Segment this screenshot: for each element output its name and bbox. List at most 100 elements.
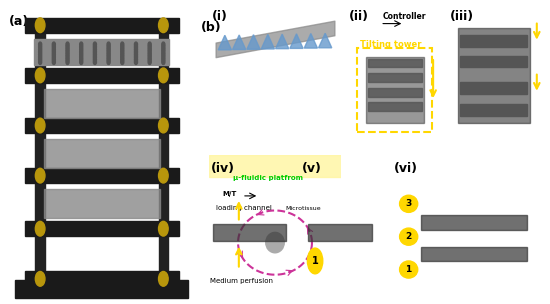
Text: (vi): (vi) xyxy=(393,162,417,175)
Circle shape xyxy=(107,52,110,57)
Polygon shape xyxy=(290,34,303,48)
Circle shape xyxy=(162,45,165,49)
Circle shape xyxy=(158,68,168,83)
Bar xyxy=(44,89,160,118)
Bar xyxy=(421,215,527,230)
Text: 1: 1 xyxy=(405,265,412,274)
Circle shape xyxy=(158,18,168,33)
Polygon shape xyxy=(318,33,332,48)
Text: Controller: Controller xyxy=(383,12,427,21)
Polygon shape xyxy=(218,35,232,50)
Circle shape xyxy=(121,47,124,52)
Bar xyxy=(25,221,179,236)
Bar xyxy=(308,224,372,241)
Circle shape xyxy=(66,60,69,64)
Circle shape xyxy=(39,42,42,47)
Circle shape xyxy=(121,42,124,47)
Bar xyxy=(460,82,527,94)
Circle shape xyxy=(66,50,69,54)
Circle shape xyxy=(94,50,96,54)
Circle shape xyxy=(162,55,165,59)
Circle shape xyxy=(148,50,151,54)
Polygon shape xyxy=(304,33,317,48)
Circle shape xyxy=(52,42,56,47)
Bar xyxy=(15,280,188,298)
Circle shape xyxy=(35,168,45,183)
Circle shape xyxy=(107,57,110,62)
Bar xyxy=(460,56,527,67)
Circle shape xyxy=(134,42,138,47)
Circle shape xyxy=(66,47,69,52)
Polygon shape xyxy=(261,34,274,49)
Circle shape xyxy=(35,221,45,236)
Text: (iv): (iv) xyxy=(211,162,235,175)
Text: loading channel: loading channel xyxy=(216,206,272,212)
Bar xyxy=(25,68,179,83)
Text: 3: 3 xyxy=(405,199,412,208)
Circle shape xyxy=(307,248,323,274)
Circle shape xyxy=(158,168,168,183)
Circle shape xyxy=(121,50,124,54)
Circle shape xyxy=(158,118,168,133)
Text: μ-fluidic platfrom: μ-fluidic platfrom xyxy=(233,174,303,181)
Circle shape xyxy=(52,60,56,64)
Polygon shape xyxy=(276,34,289,49)
Circle shape xyxy=(94,47,96,52)
Text: (v): (v) xyxy=(301,162,321,175)
Circle shape xyxy=(80,55,82,59)
Text: 2: 2 xyxy=(405,232,412,241)
Circle shape xyxy=(148,60,151,64)
Circle shape xyxy=(66,45,69,49)
Circle shape xyxy=(66,55,69,59)
Bar xyxy=(44,189,160,218)
Polygon shape xyxy=(247,35,260,49)
Bar xyxy=(366,57,424,123)
Circle shape xyxy=(148,52,151,57)
Circle shape xyxy=(121,57,124,62)
Circle shape xyxy=(66,42,69,47)
Circle shape xyxy=(39,60,42,64)
Circle shape xyxy=(35,271,45,286)
Circle shape xyxy=(52,52,56,57)
Bar xyxy=(421,247,527,261)
Circle shape xyxy=(121,55,124,59)
Bar xyxy=(367,102,421,111)
Circle shape xyxy=(39,57,42,62)
Bar xyxy=(460,35,527,47)
Text: Microtissue: Microtissue xyxy=(285,206,321,212)
Circle shape xyxy=(162,50,165,54)
Text: (a): (a) xyxy=(9,15,30,28)
Circle shape xyxy=(162,57,165,62)
Bar xyxy=(35,21,45,286)
Circle shape xyxy=(80,52,82,57)
Circle shape xyxy=(35,68,45,83)
Circle shape xyxy=(399,228,418,245)
Circle shape xyxy=(148,55,151,59)
Circle shape xyxy=(399,195,418,212)
Text: (b): (b) xyxy=(201,21,221,34)
Circle shape xyxy=(39,52,42,57)
Bar xyxy=(34,39,169,65)
Circle shape xyxy=(39,55,42,59)
Circle shape xyxy=(107,60,110,64)
Circle shape xyxy=(148,47,151,52)
Circle shape xyxy=(162,60,165,64)
Circle shape xyxy=(107,42,110,47)
Text: (i): (i) xyxy=(212,10,228,23)
Circle shape xyxy=(148,45,151,49)
Bar xyxy=(460,104,527,116)
Text: (ii): (ii) xyxy=(349,10,368,23)
Circle shape xyxy=(148,57,151,62)
Bar xyxy=(25,18,179,33)
Circle shape xyxy=(107,47,110,52)
Bar xyxy=(44,139,160,168)
Circle shape xyxy=(80,50,82,54)
Circle shape xyxy=(107,45,110,49)
Circle shape xyxy=(39,45,42,49)
Circle shape xyxy=(39,50,42,54)
Bar xyxy=(158,21,168,286)
Text: M/T: M/T xyxy=(222,191,236,197)
Circle shape xyxy=(35,18,45,33)
Text: 1: 1 xyxy=(312,256,318,266)
Circle shape xyxy=(162,52,165,57)
